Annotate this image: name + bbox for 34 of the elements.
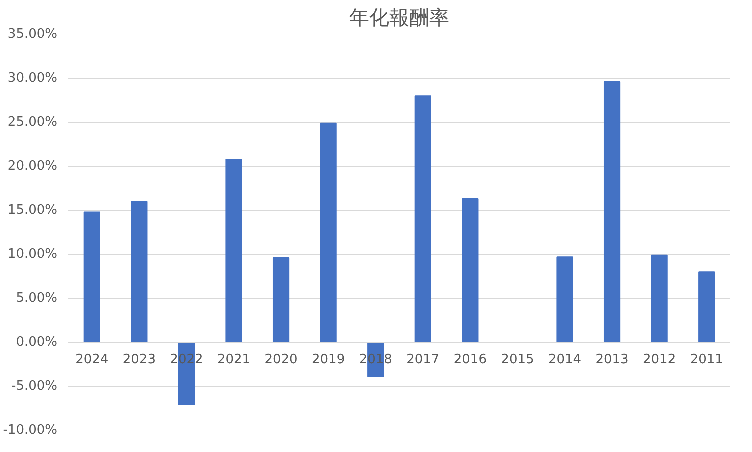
chart-title: 年化報酬率 <box>350 8 450 30</box>
x-tick-label: 2021 <box>217 352 251 368</box>
x-tick-label: 2024 <box>76 352 109 368</box>
x-tick-label: 2012 <box>643 352 676 368</box>
bar <box>84 212 100 343</box>
bar <box>698 272 716 343</box>
bar <box>226 158 242 343</box>
y-tick-label: -10.00% <box>3 423 58 438</box>
y-tick-label: 35.00% <box>8 27 58 42</box>
x-tick-label: 2015 <box>501 352 534 368</box>
x-tick-label: 2016 <box>454 352 487 368</box>
y-tick-label: 30.00% <box>8 71 58 86</box>
y-tick-label: 25.00% <box>8 115 58 130</box>
y-tick-label: 20.00% <box>8 159 58 174</box>
x-tick-label: 2014 <box>548 352 582 368</box>
x-tick-label: 2020 <box>264 352 298 368</box>
x-tick-label: 2013 <box>596 352 629 368</box>
x-tick-label: 2019 <box>312 352 346 368</box>
bar <box>131 201 148 343</box>
bar <box>462 198 479 343</box>
bar <box>320 122 337 343</box>
x-tick-label: 2011 <box>690 352 724 368</box>
y-tick-label: -5.00% <box>12 379 58 394</box>
y-tick-label: 0.00% <box>16 335 58 350</box>
bar <box>272 258 290 343</box>
y-tick-label: 10.00% <box>8 247 58 262</box>
x-tick-label: 2023 <box>122 352 156 368</box>
bar <box>651 254 668 343</box>
x-tick-label: 2017 <box>406 352 440 368</box>
bar <box>604 82 621 343</box>
bar <box>414 96 432 343</box>
y-tick-label: 15.00% <box>8 203 58 218</box>
bar <box>556 256 574 343</box>
y-tick-label: 5.00% <box>16 291 58 306</box>
